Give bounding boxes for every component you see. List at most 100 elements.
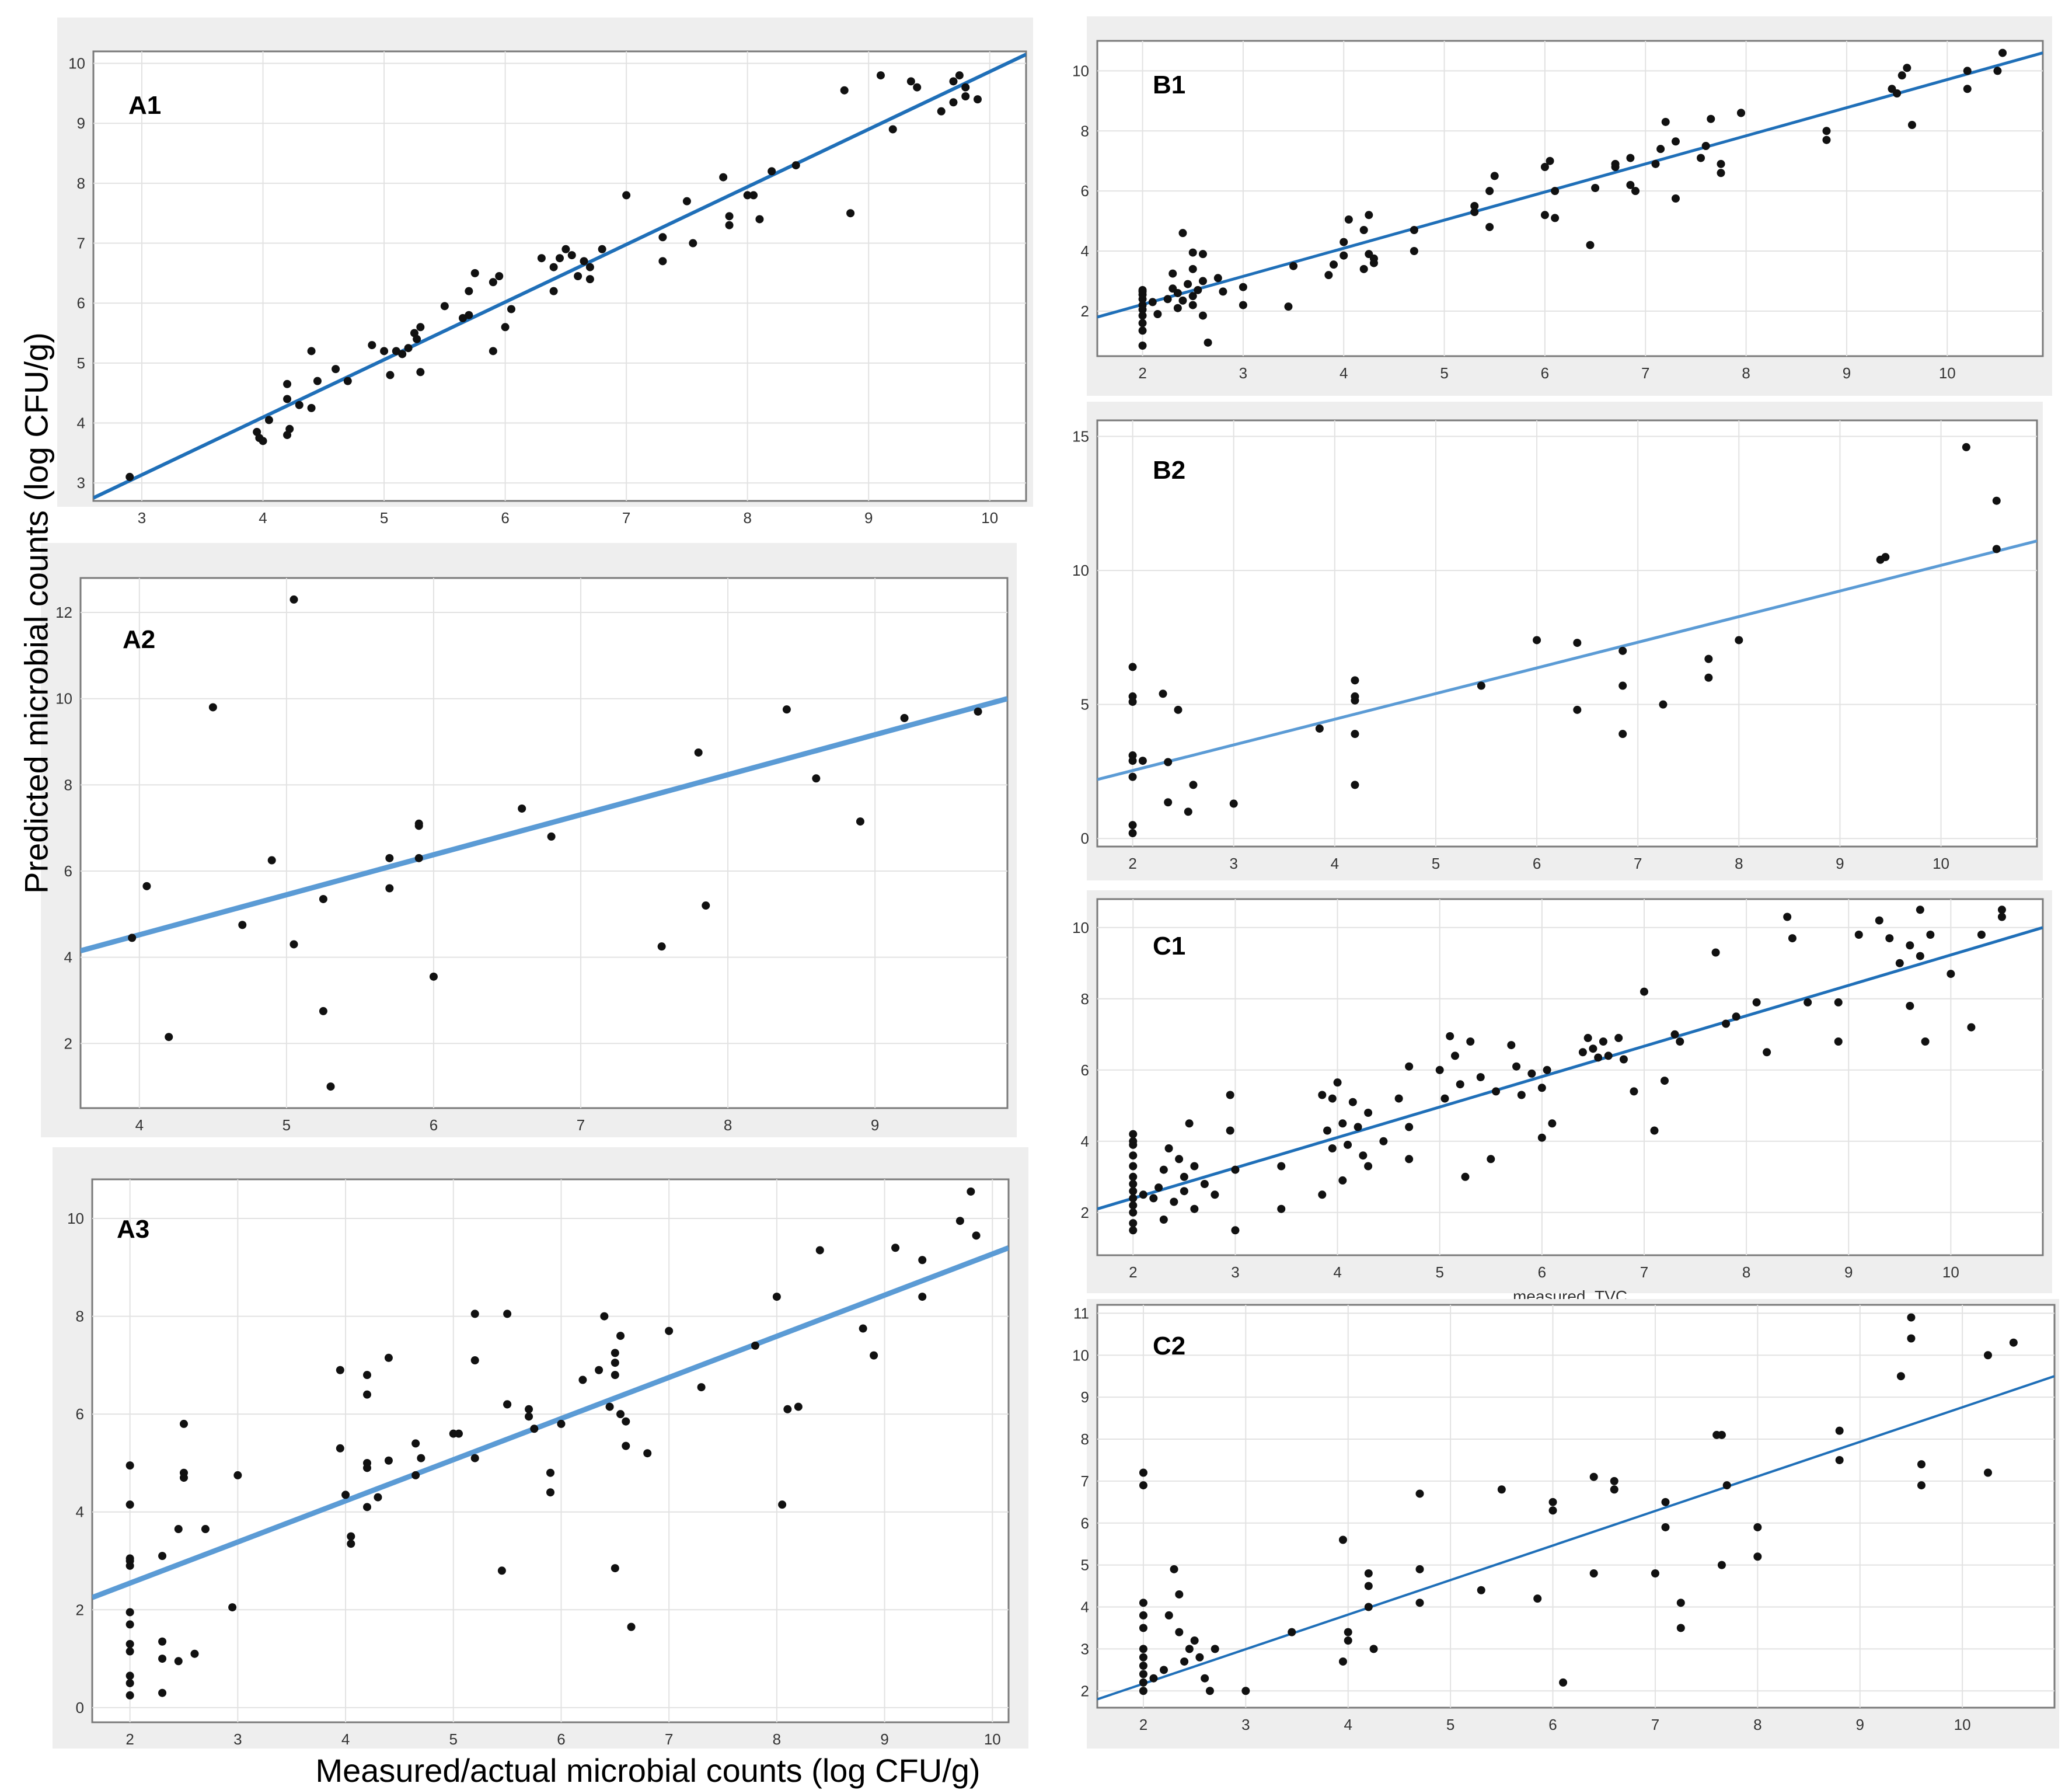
panel-b2-ytick-label: 15 bbox=[1072, 428, 1089, 445]
panel-a1-data-point bbox=[906, 77, 915, 86]
panel-c2-xtick-label: 10 bbox=[1954, 1716, 1971, 1733]
panel-a3-data-point bbox=[525, 1412, 533, 1421]
panel-a1-data-point bbox=[404, 344, 413, 353]
panel-a3-data-point bbox=[772, 1293, 781, 1301]
panel-b1-label: B1 bbox=[1153, 71, 1185, 99]
panel-c1-data-point bbox=[1149, 1194, 1158, 1203]
panel-b1-data-point bbox=[1963, 85, 1972, 93]
panel-c2-data-point bbox=[1190, 1636, 1199, 1645]
panel-b1-data-point bbox=[1239, 283, 1247, 291]
panel-a3-data-point bbox=[363, 1390, 371, 1399]
panel-a3-data-point bbox=[497, 1566, 506, 1575]
panel-c2-xtick-label: 9 bbox=[1856, 1716, 1864, 1733]
panel-a1-data-point bbox=[343, 377, 352, 385]
panel-c2-ytick-label: 5 bbox=[1081, 1556, 1089, 1574]
panel-b1-data-point bbox=[1359, 226, 1368, 234]
panel-a3-xtick-label: 9 bbox=[880, 1730, 888, 1748]
panel-b1-data-point bbox=[1138, 326, 1147, 335]
panel-c1-data-point bbox=[1476, 1073, 1485, 1081]
panel-c2-data-point bbox=[1415, 1599, 1424, 1607]
panel-c1-data-point bbox=[1752, 998, 1761, 1007]
panel-a3-ytick-label: 4 bbox=[76, 1503, 84, 1521]
panel-c1-data-point bbox=[1226, 1126, 1234, 1135]
panel-c1-ytick-label: 6 bbox=[1081, 1061, 1089, 1079]
panel-b1-data-point bbox=[1551, 187, 1560, 196]
panel-c1-data-point bbox=[1129, 1137, 1138, 1145]
panel-b2-data-point bbox=[1618, 730, 1627, 739]
panel-a2-ytick-label: 10 bbox=[55, 690, 72, 708]
panel-a3-data-point bbox=[470, 1356, 479, 1364]
panel-c1-data-point bbox=[1834, 1037, 1843, 1046]
panel-a3-fit-line bbox=[92, 1245, 1009, 1600]
panel-b1-data-point bbox=[1661, 117, 1670, 126]
panel-c1-data-point bbox=[1977, 931, 1986, 939]
panel-b1-data-point bbox=[1707, 114, 1715, 123]
panel-c2-data-point bbox=[1338, 1657, 1347, 1666]
panel-a3-data-point bbox=[627, 1622, 636, 1631]
panel-c1-data-point bbox=[1348, 1098, 1357, 1106]
panel-c2-data-point bbox=[1896, 1372, 1905, 1381]
panel-b2-ytick-label: 5 bbox=[1081, 696, 1089, 713]
panel-c1-ytick-label: 4 bbox=[1081, 1133, 1089, 1150]
panel-b2-xtick-label: 8 bbox=[1735, 855, 1743, 872]
panel-c1-data-point bbox=[1139, 1190, 1147, 1199]
panel-a1-data-point bbox=[283, 395, 292, 403]
panel-b2-data-point bbox=[1477, 681, 1485, 690]
panel-b1-data-point bbox=[1626, 154, 1635, 162]
panel-c1-data-point bbox=[1456, 1080, 1464, 1089]
panel-a1-xtick-label: 3 bbox=[138, 509, 146, 527]
panel-a1-ytick-label: 4 bbox=[77, 415, 85, 432]
panel-c1-xtick-label: 10 bbox=[1942, 1263, 1959, 1281]
panel-a3-data-point bbox=[778, 1500, 787, 1509]
panel-a2-fit-line bbox=[81, 696, 1007, 953]
panel-a3-data-point bbox=[125, 1639, 134, 1648]
panel-a2-xtick-label: 5 bbox=[282, 1116, 291, 1134]
panel-a1-data-point bbox=[949, 77, 958, 86]
panel-c2-data-point bbox=[1369, 1645, 1378, 1653]
panel-b2-data-point bbox=[1618, 681, 1627, 690]
panel-c2-fit-line bbox=[1097, 1375, 2054, 1701]
panel-b1-ytick-label: 6 bbox=[1081, 182, 1089, 200]
panel-a2-data-point bbox=[657, 942, 666, 951]
panel-c2-ytick-label: 7 bbox=[1081, 1472, 1089, 1490]
panel-c1-plot-area bbox=[1096, 898, 2044, 1256]
panel-a3-data-point bbox=[972, 1231, 981, 1240]
panel-b2-data-point bbox=[1128, 757, 1137, 765]
panel-b1-data-point bbox=[1485, 222, 1494, 231]
panel-b1-xtick-label: 6 bbox=[1541, 364, 1549, 382]
panel-c2-data-point bbox=[1835, 1426, 1844, 1435]
panel-b1-data-point bbox=[1198, 277, 1207, 285]
panel-a1-data-point bbox=[961, 92, 970, 100]
panel-c2-ytick-label: 2 bbox=[1081, 1682, 1089, 1700]
panel-a1-data-point bbox=[580, 257, 588, 266]
panel-a1-data-point bbox=[749, 191, 758, 200]
panel-c2-data-point bbox=[1548, 1498, 1557, 1506]
panel-c1-data-point bbox=[1466, 1037, 1475, 1046]
panel-c1-ytick-label: 8 bbox=[1081, 990, 1089, 1008]
panel-a3-data-point bbox=[611, 1564, 619, 1573]
panel-c2-data-point bbox=[1477, 1586, 1485, 1594]
panel-a1-data-point bbox=[332, 365, 340, 374]
panel-a1-xtick-label: 7 bbox=[622, 509, 630, 527]
panel-b2-xtick-label: 6 bbox=[1533, 855, 1541, 872]
panel-b1-xtick-label: 8 bbox=[1742, 364, 1750, 382]
panel-c1-data-point bbox=[1492, 1087, 1501, 1096]
panel-c1-data-point bbox=[1640, 987, 1648, 996]
panel-b1-data-point bbox=[1178, 296, 1187, 305]
panel-b1-ytick-label: 4 bbox=[1081, 242, 1089, 260]
panel-c1-label: C1 bbox=[1153, 932, 1185, 960]
panel-c2-data-point bbox=[2009, 1338, 2018, 1347]
panel-c2-data-point bbox=[1139, 1678, 1147, 1687]
panel-b1-data-point bbox=[1138, 287, 1147, 296]
panel-b2-data-point bbox=[1735, 636, 1743, 645]
panel-a1-data-point bbox=[307, 347, 316, 356]
panel-b1-data-point bbox=[1701, 142, 1710, 150]
panel-c2-data-point bbox=[1139, 1481, 1147, 1490]
panel-b1-data-point bbox=[1173, 304, 1182, 312]
panel-c2-data-point bbox=[1175, 1590, 1184, 1599]
panel-c1-data-point bbox=[1159, 1165, 1168, 1174]
panel-c2-data-point bbox=[1149, 1674, 1158, 1683]
panel-c1-ytick-label: 2 bbox=[1081, 1204, 1089, 1221]
panel-b2-data-point bbox=[1315, 724, 1324, 733]
panel-c1-data-point bbox=[1129, 1151, 1138, 1160]
